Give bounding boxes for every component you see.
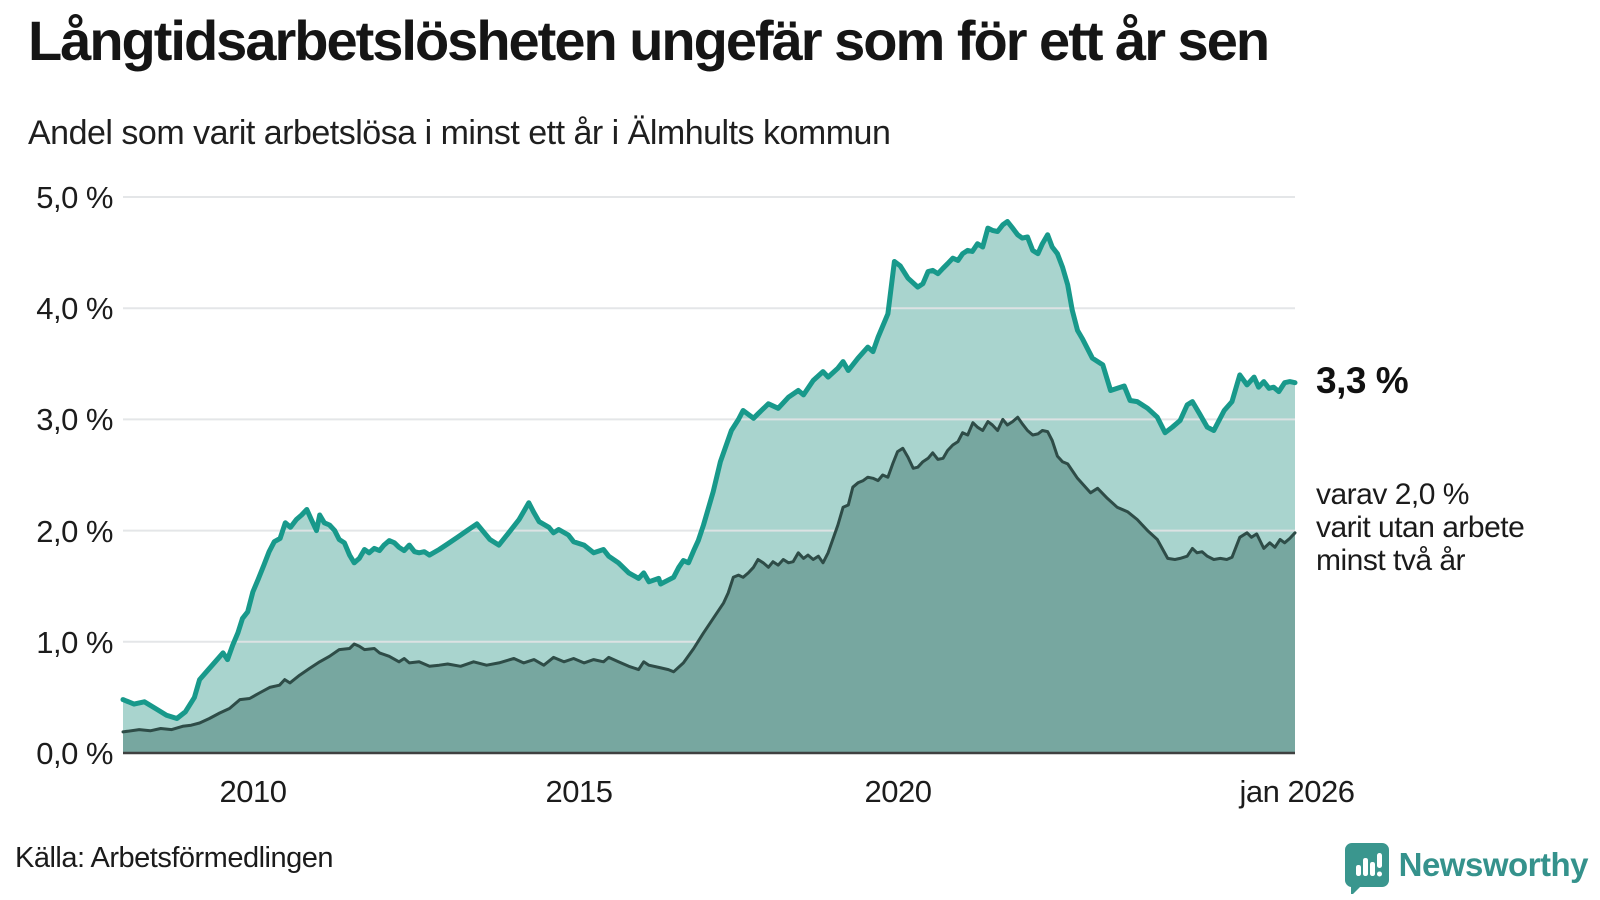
newsworthy-wordmark: Newsworthy	[1398, 846, 1589, 883]
x-tick-2010: 2010	[220, 774, 287, 809]
secondary-annotation-line-1: varav 2,0 %	[1316, 478, 1469, 511]
newsworthy-logo: Newsworthy	[1344, 836, 1589, 894]
secondary-annotation-line-2: varit utan arbete	[1316, 511, 1525, 544]
secondary-annotation: varav 2,0 % varit utan arbete minst två …	[1316, 478, 1525, 577]
y-tick-5: 5,0 %	[36, 180, 113, 215]
x-tick-jan-2026: jan 2026	[1239, 774, 1355, 809]
y-tick-0: 0,0 %	[36, 736, 113, 771]
secondary-annotation-line-3: minst två år	[1316, 544, 1466, 577]
page-title: Långtidsarbetslösheten ungefär som för e…	[28, 9, 1270, 72]
x-tick-2020: 2020	[865, 774, 932, 809]
y-tick-1: 1,0 %	[36, 625, 113, 660]
x-axis-tick-labels: 2010 2015 2020 jan 2026	[220, 774, 1355, 809]
source-credit: Källa: Arbetsförmedlingen	[15, 842, 333, 874]
latest-value-label: 3,3 %	[1316, 360, 1409, 401]
page-subtitle: Andel som varit arbetslösa i minst ett å…	[28, 114, 891, 152]
y-tick-3: 3,0 %	[36, 402, 113, 437]
series-lines	[120, 219, 1298, 734]
x-tick-2015: 2015	[546, 774, 613, 809]
area-fill-two-years	[123, 417, 1295, 753]
newsworthy-bubble-icon	[1344, 843, 1389, 894]
y-axis-tick-labels: 0,0 % 1,0 % 2,0 % 3,0 % 4,0 % 5,0 %	[36, 180, 113, 771]
y-tick-2: 2,0 %	[36, 514, 113, 549]
y-tick-4: 4,0 %	[36, 291, 113, 326]
